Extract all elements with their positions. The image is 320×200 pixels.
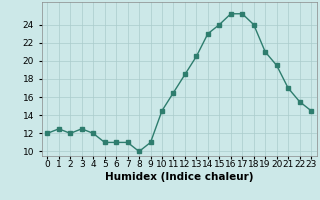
X-axis label: Humidex (Indice chaleur): Humidex (Indice chaleur) [105,172,253,182]
